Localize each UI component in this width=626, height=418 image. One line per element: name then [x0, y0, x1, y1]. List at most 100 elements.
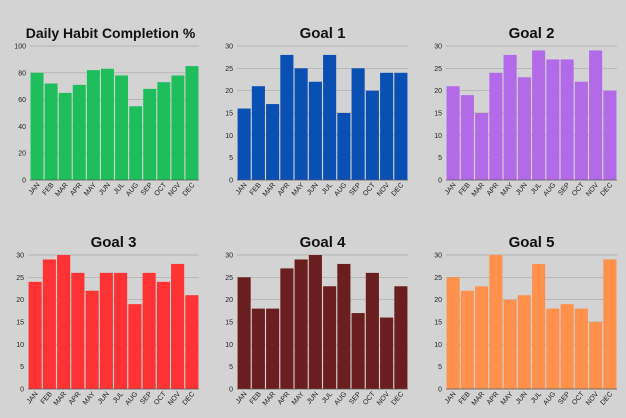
bar-nov	[171, 75, 185, 180]
bar-chart-1: Daily Habit Completion % 0 20 40 60 80 100 JAN F…	[14, 25, 199, 198]
bar-jan	[446, 86, 460, 180]
x-tick-label: MAY	[500, 182, 515, 198]
y-tick-label: 0	[20, 387, 24, 394]
x-tick-label: MAR	[471, 182, 486, 198]
bar-apr	[71, 272, 85, 389]
bar-may	[85, 290, 99, 389]
bar-nov	[380, 72, 394, 180]
y-tick-label: 20	[225, 88, 233, 95]
x-tick-label: SEP	[348, 391, 363, 406]
bar-mar	[475, 113, 489, 180]
x-tick-label: FEB	[458, 182, 472, 197]
bar-apr	[489, 72, 503, 180]
bar-jun	[99, 272, 113, 389]
bar-mar	[475, 286, 489, 389]
y-tick-label: 5	[438, 155, 442, 162]
chart-title: Daily Habit Completion %	[26, 25, 196, 41]
y-tick-label: 0	[438, 387, 442, 394]
x-tick-label: JUN	[306, 391, 320, 406]
y-tick-label: 80	[18, 70, 26, 77]
y-tick-label: 25	[16, 275, 24, 282]
bar-jun	[308, 255, 322, 389]
bar-sep	[560, 304, 574, 389]
bar-sep	[351, 68, 365, 180]
x-tick-label: APR	[486, 182, 501, 198]
bar-feb	[460, 290, 474, 389]
x-tick-label: AUG	[542, 182, 557, 198]
x-tick-label: SEP	[557, 391, 572, 406]
bar-oct	[365, 272, 379, 389]
bar-mar	[266, 308, 280, 389]
bar-jul	[532, 263, 546, 389]
y-tick-label: 0	[22, 178, 26, 185]
x-tick-label: APR	[277, 391, 292, 407]
chart-panel-5: Goal 4 0 5 10 15 20 25 30 JAN FEB MAR APR MAY JUN JUL A…	[209, 209, 417, 418]
x-tick-label: JAN	[444, 391, 458, 406]
bar-oct	[156, 281, 170, 389]
x-tick-label: MAY	[83, 182, 98, 198]
x-tick-label: MAR	[471, 391, 486, 407]
y-tick-label: 25	[434, 66, 442, 73]
x-tick-label: JUN	[515, 182, 529, 197]
bar-oct	[365, 90, 379, 180]
bar-dec	[394, 72, 408, 180]
x-tick-label: NOV	[585, 391, 600, 407]
y-tick-label: 30	[16, 253, 24, 260]
x-tick-label: FEB	[458, 391, 472, 406]
x-tick-label: DEC	[182, 391, 197, 407]
bar-jan	[237, 108, 251, 180]
bar-mar	[266, 104, 280, 180]
bar-nov	[589, 50, 603, 180]
x-tick-label: AUG	[542, 391, 557, 407]
y-tick-label: 20	[434, 88, 442, 95]
x-tick-label: AUG	[125, 182, 140, 198]
bar-mar	[58, 92, 72, 180]
x-tick-label: JAN	[28, 182, 42, 197]
bar-feb	[42, 259, 56, 389]
x-tick-label: SEP	[139, 391, 154, 406]
bar-dec	[185, 295, 199, 389]
bar-jun	[517, 77, 531, 180]
bar-jun	[517, 295, 531, 389]
bar-oct	[574, 308, 588, 389]
y-tick-label: 0	[438, 178, 442, 185]
bar-oct	[574, 81, 588, 180]
x-tick-label: OCT	[362, 181, 377, 197]
x-tick-label: MAY	[500, 391, 515, 407]
x-tick-label: APR	[69, 182, 84, 198]
y-tick-label: 25	[225, 275, 233, 282]
x-tick-label: JAN	[444, 182, 458, 197]
bar-jan	[237, 277, 251, 389]
x-tick-label: MAY	[82, 391, 97, 407]
bar-nov	[171, 263, 185, 389]
bar-jan	[446, 277, 460, 389]
x-tick-label: MAY	[291, 182, 306, 198]
bar-may	[86, 70, 100, 180]
y-tick-label: 40	[18, 124, 26, 131]
x-tick-label: DEC	[600, 391, 615, 407]
x-tick-label: OCT	[153, 390, 168, 406]
bar-jan	[30, 72, 44, 180]
y-tick-label: 30	[434, 253, 442, 260]
bar-dec	[394, 286, 408, 389]
x-tick-label: NOV	[167, 391, 182, 407]
y-tick-label: 10	[434, 342, 442, 349]
y-tick-label: 15	[434, 111, 442, 118]
bar-oct	[157, 82, 171, 180]
x-tick-label: DEC	[182, 182, 197, 198]
bar-aug	[128, 304, 142, 389]
bar-aug	[546, 59, 560, 180]
bar-may	[294, 259, 308, 389]
x-tick-label: MAR	[53, 391, 68, 407]
bar-aug	[337, 113, 351, 180]
y-tick-label: 20	[434, 297, 442, 304]
y-tick-label: 10	[225, 133, 233, 140]
y-tick-label: 10	[225, 342, 233, 349]
x-tick-label: OCT	[571, 390, 586, 406]
chart-title: Goal 1	[300, 25, 346, 42]
y-tick-label: 5	[229, 364, 233, 371]
bar-feb	[460, 95, 474, 180]
